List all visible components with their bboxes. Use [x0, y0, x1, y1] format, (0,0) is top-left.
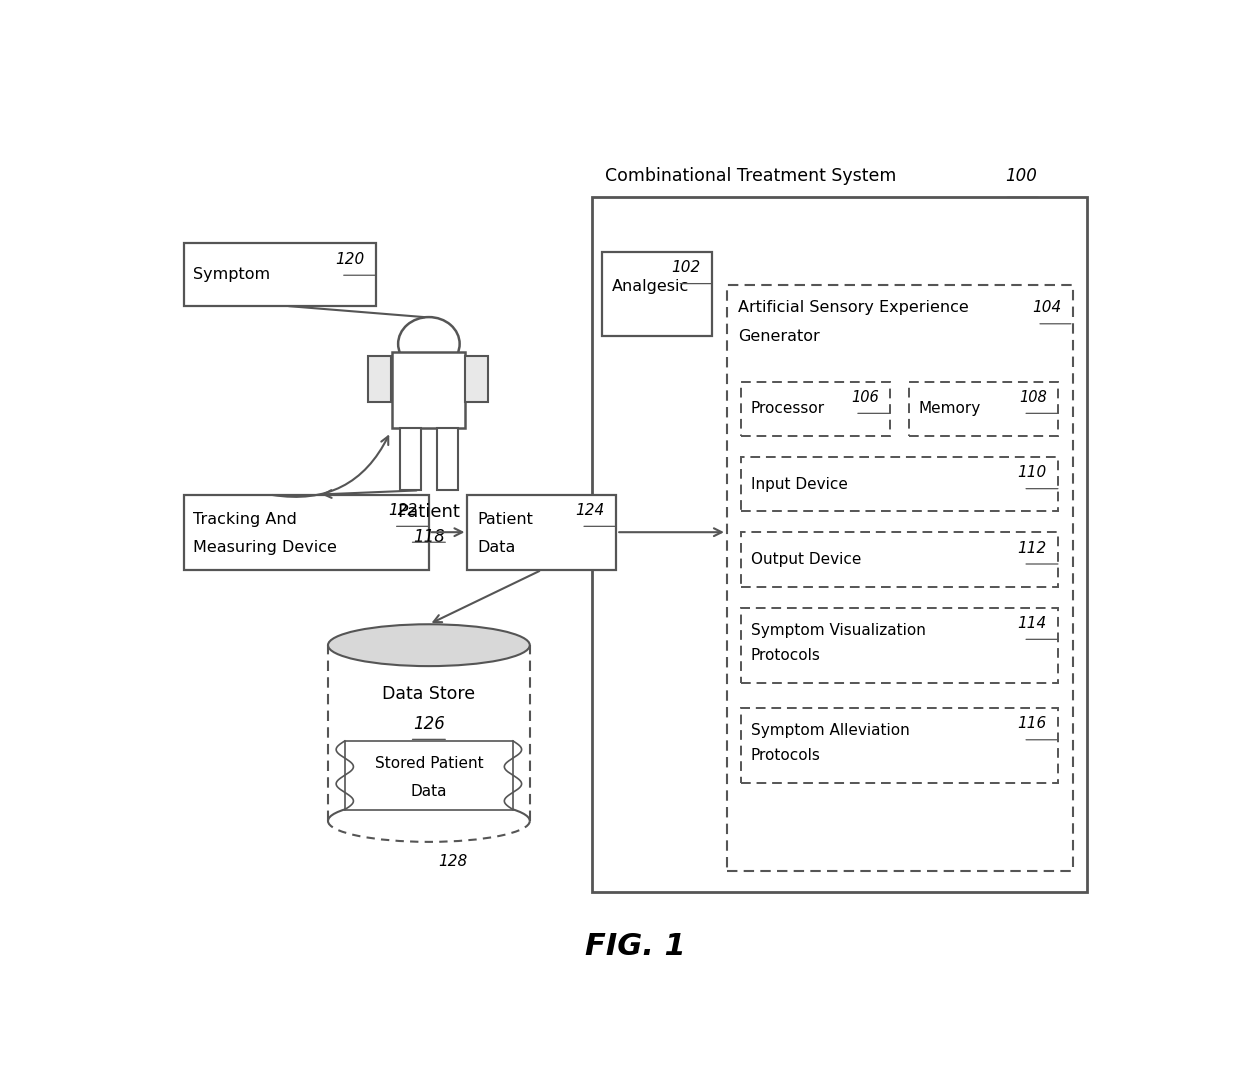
Text: Output Device: Output Device — [751, 552, 862, 567]
Text: 128: 128 — [438, 854, 467, 870]
Text: Artificial Sensory Experience: Artificial Sensory Experience — [738, 300, 970, 315]
FancyBboxPatch shape — [465, 357, 489, 402]
Text: 114: 114 — [1018, 616, 1047, 630]
Text: 118: 118 — [413, 528, 445, 546]
Text: Data Store: Data Store — [382, 686, 475, 703]
Text: Processor: Processor — [751, 401, 825, 416]
FancyBboxPatch shape — [742, 708, 1058, 784]
Text: Protocols: Protocols — [751, 648, 821, 663]
FancyBboxPatch shape — [742, 533, 1058, 587]
Text: Protocols: Protocols — [751, 748, 821, 763]
FancyBboxPatch shape — [601, 252, 713, 336]
Text: Tracking And: Tracking And — [193, 512, 298, 527]
FancyBboxPatch shape — [368, 357, 392, 402]
Text: 126: 126 — [413, 715, 445, 734]
FancyBboxPatch shape — [593, 198, 1087, 892]
Text: 110: 110 — [1018, 465, 1047, 480]
Text: 112: 112 — [1018, 540, 1047, 555]
Text: 122: 122 — [388, 503, 418, 517]
Text: Data: Data — [477, 540, 516, 554]
FancyBboxPatch shape — [401, 427, 422, 490]
FancyBboxPatch shape — [184, 495, 429, 570]
FancyBboxPatch shape — [742, 382, 890, 436]
FancyBboxPatch shape — [345, 741, 513, 810]
Text: 102: 102 — [672, 260, 701, 275]
Text: 116: 116 — [1018, 716, 1047, 732]
Text: Memory: Memory — [919, 401, 981, 416]
FancyBboxPatch shape — [467, 495, 616, 570]
FancyBboxPatch shape — [392, 352, 465, 427]
FancyBboxPatch shape — [184, 243, 376, 307]
Text: Input Device: Input Device — [751, 476, 848, 491]
Text: Data: Data — [410, 785, 448, 800]
Text: 100: 100 — [1006, 166, 1038, 185]
Text: Measuring Device: Measuring Device — [193, 540, 337, 554]
Text: Symptom: Symptom — [193, 267, 270, 283]
Text: Symptom Alleviation: Symptom Alleviation — [751, 723, 910, 738]
Text: 124: 124 — [575, 503, 605, 517]
Text: 108: 108 — [1019, 390, 1047, 404]
Text: Patient: Patient — [477, 512, 533, 527]
FancyBboxPatch shape — [909, 382, 1059, 436]
FancyBboxPatch shape — [742, 608, 1058, 683]
FancyBboxPatch shape — [742, 457, 1058, 511]
Text: Patient: Patient — [398, 503, 460, 521]
Text: Analgesic: Analgesic — [611, 279, 688, 295]
Text: 106: 106 — [851, 390, 879, 404]
Text: Combinational Treatment System: Combinational Treatment System — [605, 166, 897, 185]
FancyBboxPatch shape — [436, 427, 458, 490]
Text: Stored Patient: Stored Patient — [374, 757, 484, 771]
Ellipse shape — [327, 624, 529, 666]
Text: 120: 120 — [335, 252, 365, 266]
Text: Generator: Generator — [738, 328, 820, 343]
Text: FIG. 1: FIG. 1 — [585, 932, 686, 961]
FancyBboxPatch shape — [727, 285, 1073, 871]
Text: 104: 104 — [1032, 300, 1061, 315]
Text: Symptom Visualization: Symptom Visualization — [751, 623, 926, 638]
